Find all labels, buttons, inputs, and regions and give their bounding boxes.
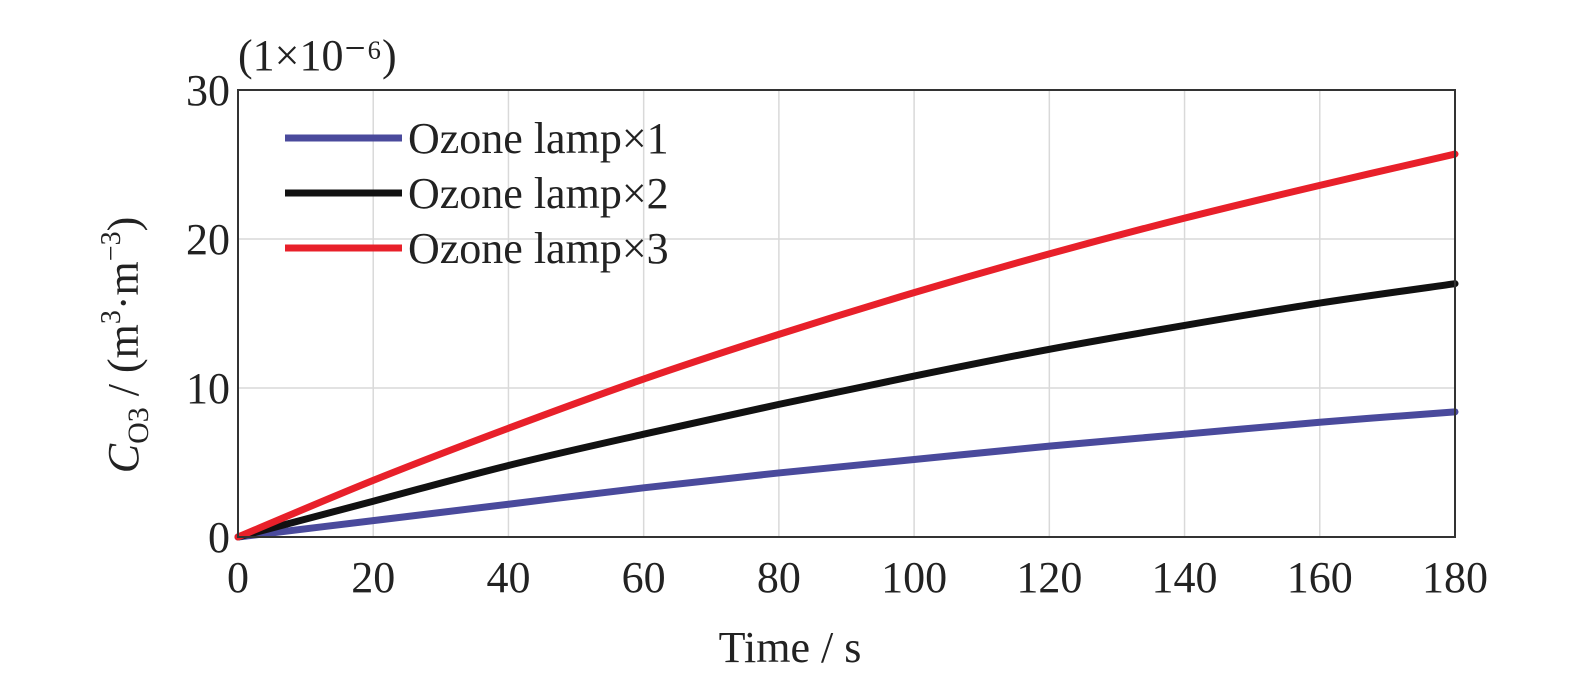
y-tick-label: 10 (186, 364, 230, 413)
y-axis-subscript: O3 (122, 407, 155, 444)
legend-label-3: Ozone lamp×3 (408, 224, 669, 273)
y-tick-label: 20 (186, 215, 230, 264)
series-line-1 (234, 408, 1459, 541)
y-axis-units-sup1: 3 (96, 310, 127, 324)
x-tick-label: 160 (1287, 553, 1353, 602)
y-scale-note: (1×10⁻⁶) (238, 31, 397, 80)
legend: Ozone lamp×1 Ozone lamp×2 Ozone lamp×3 (285, 114, 669, 273)
plot-frame (237, 89, 1456, 538)
x-tick-label: 80 (757, 553, 801, 602)
x-tick-label: 40 (486, 553, 530, 602)
y-tick-labels: 0 10 20 30 (186, 66, 230, 562)
y-axis-units-suffix: ) (99, 217, 148, 232)
legend-label-1: Ozone lamp×1 (408, 114, 669, 163)
y-tick-label: 0 (208, 513, 230, 562)
y-axis-symbol: C (99, 443, 148, 473)
y-axis-units-sup2: −3 (96, 231, 127, 261)
legend-label-2: Ozone lamp×2 (408, 169, 669, 218)
y-axis-label: CO3 / (m3·m−3) (96, 217, 155, 473)
y-tick-label: 30 (186, 66, 230, 115)
y-axis-units-prefix: / (m (99, 324, 148, 407)
x-tick-label: 180 (1422, 553, 1488, 602)
x-tick-label: 100 (881, 553, 947, 602)
series-line-2 (234, 280, 1459, 541)
x-tick-label: 140 (1152, 553, 1218, 602)
x-tick-label: 0 (227, 553, 249, 602)
series-lines (234, 150, 1459, 541)
x-tick-label: 20 (351, 553, 395, 602)
x-tick-labels: 0 20 40 60 80 100 120 140 160 180 (227, 553, 1488, 602)
x-axis-label: Time / s (719, 623, 862, 672)
x-tick-label: 120 (1016, 553, 1082, 602)
series-line-3 (234, 150, 1459, 541)
x-tick-label: 60 (622, 553, 666, 602)
y-axis-units-mid: ·m (99, 261, 148, 310)
